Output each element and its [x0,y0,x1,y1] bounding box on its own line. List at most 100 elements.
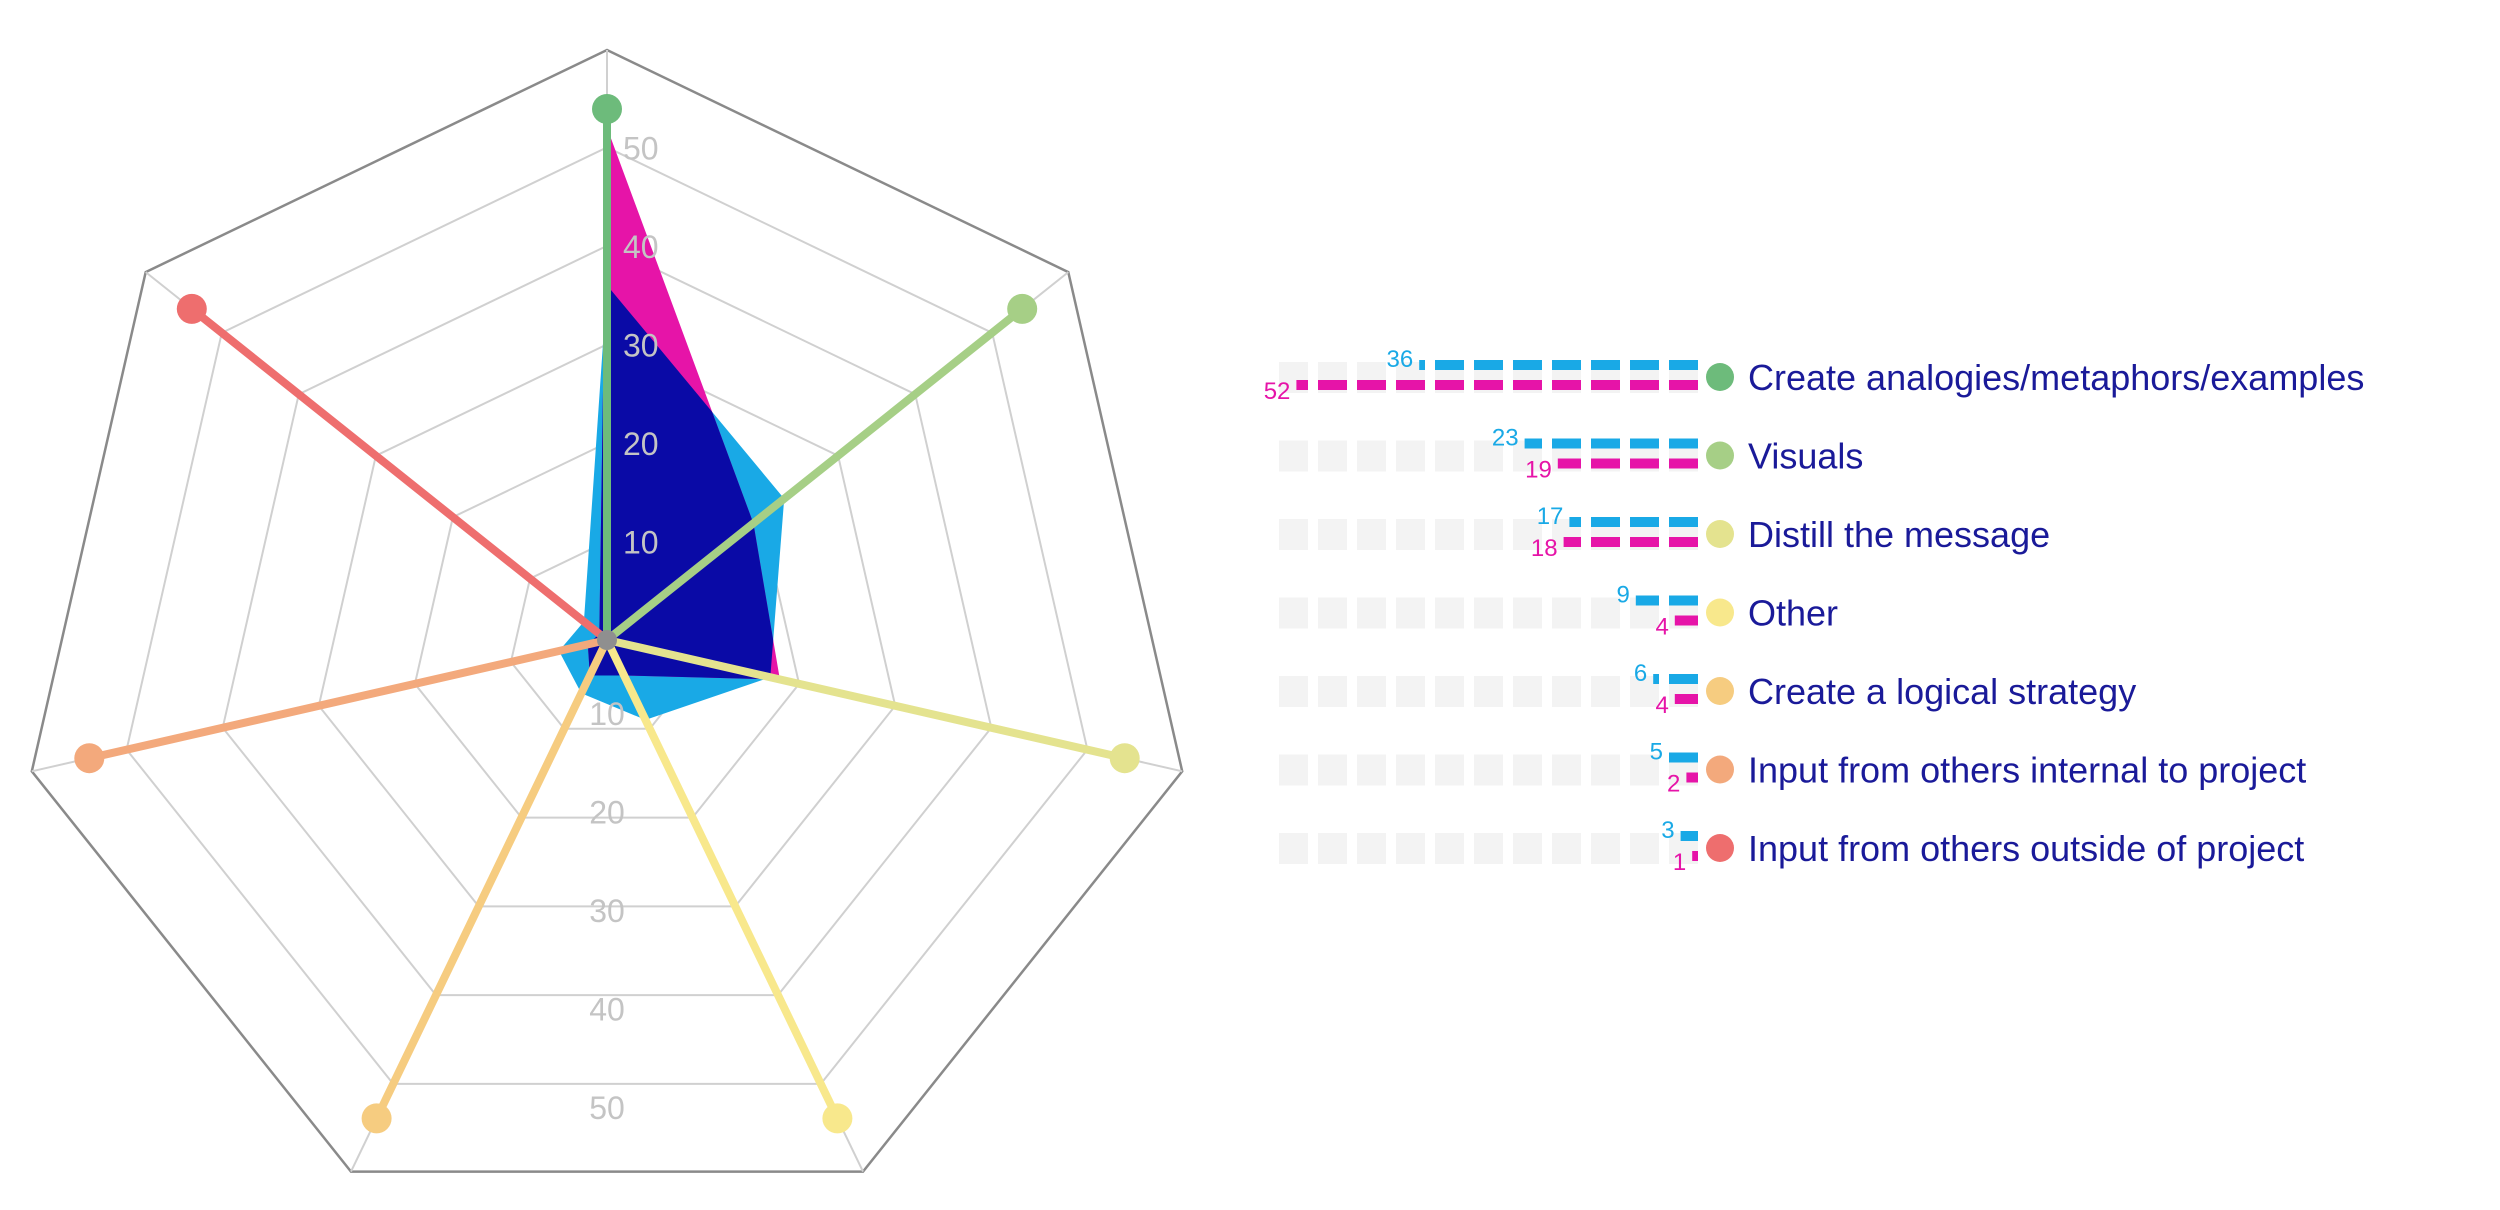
legend-bg-square [1396,519,1425,550]
legend-bg-square [1474,597,1503,629]
tick-label-mirrored: 20 [589,795,625,831]
blue-bar-segment [1669,360,1698,370]
legend-bg-square [1435,833,1464,864]
tick-label-mirrored: 30 [589,893,625,929]
blue-bar-segment [1569,517,1581,527]
tick-label-top: 40 [623,229,659,265]
pink-value-label: 2 [1667,771,1680,798]
legend-bg-square [1474,754,1503,786]
blue-value-label: 23 [1492,425,1519,452]
pink-bar-segment [1669,380,1698,390]
blue-bar-segment [1419,360,1425,370]
blue-bar-segment [1591,517,1620,527]
blue-bar-segment [1669,517,1698,527]
pink-bar-segment [1591,537,1620,547]
legend-bg-square [1357,440,1386,472]
blue-bar-segment [1669,752,1698,763]
blue-bar-segment [1669,438,1698,449]
pink-bar-segment [1591,458,1620,469]
spoke-end-dot [1007,293,1038,324]
pink-value-label: 1 [1673,849,1686,876]
legend-bg-square [1357,676,1386,707]
radar-center-dot [597,630,617,650]
pink-bar-segment [1692,851,1698,861]
pink-bar-segment [1669,537,1698,547]
blue-value-label: 3 [1661,817,1674,844]
pink-bar-segment [1296,380,1308,390]
blue-bar-segment [1630,517,1659,527]
tick-label-top: 10 [623,525,659,561]
legend-bg-square [1513,597,1542,629]
legend-bg-square [1396,676,1425,707]
legend-bg-square [1279,833,1308,864]
legend: 3 6 52 Create analogies/metaphors/examples 2… [1264,346,2365,876]
legend-category-label: Visuals [1748,436,1863,477]
blue-bar-segment [1524,438,1542,449]
legend-bg-square [1396,597,1425,629]
legend-bg-square [1591,597,1620,629]
spoke-line [603,636,1129,763]
blue-value-label: 5 [1650,739,1663,766]
legend-color-dot [1706,363,1734,391]
spoke-line [187,304,611,644]
radar-frame [30,48,1184,1173]
legend-bg-square [1591,833,1620,864]
legend-bg-square [1474,676,1503,707]
legend-bg-square [1357,519,1386,550]
blue-bar-segment [1669,674,1698,684]
legend-bg-square [1435,597,1464,629]
blue-value-label: 6 [1634,660,1647,687]
legend-bg-square [1474,519,1503,550]
legend-bg-square [1513,519,1542,550]
blue-bar-segment [1630,438,1659,449]
legend-bg-square [1279,597,1308,629]
legend-bg-square [1552,597,1581,629]
spoke-line [372,636,611,1123]
legend-bg-square [1552,833,1581,864]
legend-bg-square [1357,597,1386,629]
pink-value-label: 18 [1531,535,1558,562]
legend-bg-square [1318,440,1347,472]
legend-category-label: Create a logical strategy [1748,671,2136,712]
tick-label-mirrored: 40 [589,992,625,1028]
pink-bar-segment [1357,380,1386,390]
legend-bg-square [1318,676,1347,707]
legend-bg-square [1513,676,1542,707]
spoke-line [603,304,1027,644]
legend-bg-square [1279,676,1308,707]
legend-color-dot [1706,441,1734,470]
blue-bar-segment [1513,360,1542,370]
legend-bg-square [1591,676,1620,707]
pink-bar-segment [1674,615,1698,626]
pink-bar-segment [1669,458,1698,469]
pink-bar-segment [1552,380,1581,390]
spoke-end-dot [361,1103,392,1134]
pink-bar-segment [1630,380,1659,390]
pink-bar-segment [1591,380,1620,390]
legend-bg-square [1318,754,1347,786]
grid-ring-40 [221,244,993,997]
blue-bar-segment [1653,674,1659,684]
blue-value-label: 17 [1537,503,1564,530]
blue-bar-segment [1591,360,1620,370]
legend-bg-square [1591,754,1620,786]
legend-category-label: Create analogies/metaphors/examples [1748,357,2364,398]
legend-bg-square [1396,754,1425,786]
legend-bg-square [1474,440,1503,472]
pink-bar-segment [1686,772,1698,783]
pink-value-label: 4 [1655,692,1668,719]
blue-bar-segment [1552,360,1581,370]
pink-bar-segment [1557,458,1581,469]
legend-bg-square [1435,519,1464,550]
blue-bar-segment [1474,360,1503,370]
legend-color-dot [1706,677,1734,705]
legend-bg-square [1318,519,1347,550]
tick-label-top: 50 [623,130,659,166]
legend-category-label: Other [1748,593,1838,634]
pink-bar-segment [1396,380,1425,390]
spoke-end-dot [592,94,622,124]
pink-value-label: 19 [1525,457,1552,484]
tick-label-top: 30 [623,327,659,363]
spoke-end-dot [822,1103,853,1134]
blue-bar-segment [1552,438,1581,449]
